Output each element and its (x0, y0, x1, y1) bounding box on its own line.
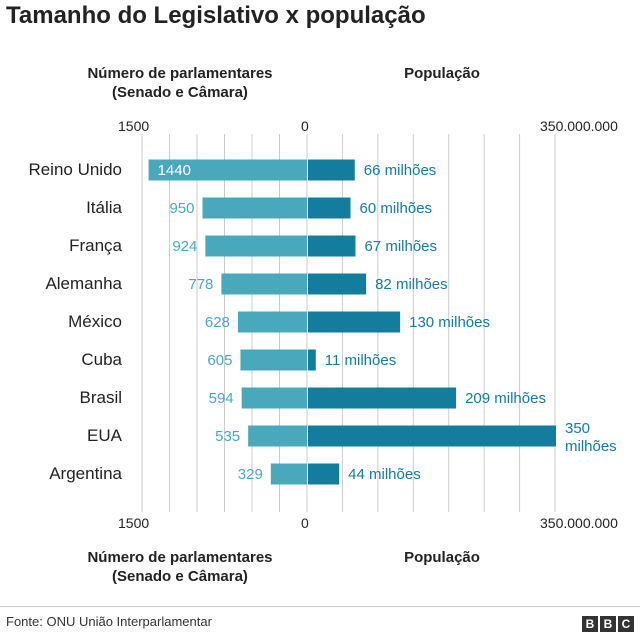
population-bar (308, 197, 351, 219)
left-axis-footer-header: Número de parlamentares (Senado e Câmara… (60, 548, 300, 586)
right-axis-header-text: População (404, 65, 480, 82)
left-axis-max-label-top: 1500 (118, 118, 150, 134)
parliament-value-label: 594 (209, 390, 234, 407)
category-label: México (68, 312, 122, 331)
population-value-label: 82 milhões (375, 276, 448, 293)
population-bar (308, 273, 367, 295)
category-label: EUA (87, 426, 123, 445)
right-axis-header: População (372, 64, 512, 83)
parliament-bar (148, 159, 307, 181)
population-bar (308, 159, 355, 181)
population-bar (308, 235, 356, 257)
population-value-label: 67 milhões (364, 238, 437, 255)
parliament-value-label: 535 (215, 428, 240, 445)
bbc-logo-letter-1: B (582, 616, 598, 632)
category-label: Alemanha (45, 274, 122, 293)
left-axis-header: Número de parlamentares (Senado e Câmara… (60, 64, 300, 102)
right-axis-footer-text: População (404, 549, 480, 566)
parliament-bar (205, 235, 307, 257)
parliament-value-label: 924 (172, 238, 197, 255)
parliament-bar (237, 311, 307, 333)
category-label: Brasil (79, 388, 122, 407)
right-axis-max-label-bottom: 350.000.000 (540, 515, 618, 531)
population-value-label: 44 milhões (348, 466, 421, 483)
population-bar (308, 463, 340, 485)
population-value-label: 130 milhões (409, 314, 490, 331)
parliament-value-label: 950 (169, 200, 194, 217)
left-axis-footer-line1: Número de parlamentares (87, 549, 273, 566)
parliament-bar (270, 463, 307, 485)
population-bar (308, 387, 457, 409)
bbc-logo-letter-3: C (618, 616, 634, 632)
parliament-value-label: 778 (188, 276, 213, 293)
left-axis-footer-line2: (Senado e Câmara) (112, 568, 248, 585)
category-label: Reino Unido (28, 160, 122, 179)
parliament-bar (248, 425, 307, 447)
parliament-value-label: 329 (238, 466, 263, 483)
parliament-value-label: 1440 (158, 162, 191, 179)
parliament-value-label: 605 (207, 352, 232, 369)
category-label: Argentina (49, 464, 122, 483)
left-axis-header-line1: Número de parlamentares (87, 65, 273, 82)
axis-zero-label-bottom: 0 (301, 515, 309, 531)
parliament-bar (202, 197, 307, 219)
population-value-label: 60 milhões (360, 200, 433, 217)
source-note: Fonte: ONU União Interparlamentar (6, 614, 212, 629)
bbc-logo-letter-2: B (600, 616, 616, 632)
parliament-bar (221, 273, 307, 295)
left-axis-header-line2: (Senado e Câmara) (112, 84, 248, 101)
left-axis-max-label-bottom: 1500 (118, 515, 150, 531)
population-value-label: 66 milhões (364, 162, 437, 179)
category-label: Cuba (81, 350, 122, 369)
right-axis-footer-header: População (372, 548, 512, 567)
footer-divider (0, 606, 640, 607)
parliament-bar (241, 387, 307, 409)
parliament-value-label: 628 (205, 314, 230, 331)
category-label: Itália (86, 198, 122, 217)
population-value-label: 11 milhões (325, 352, 396, 369)
right-axis-max-label-top: 350.000.000 (540, 118, 618, 134)
population-value-label: milhões (565, 438, 617, 455)
bbc-logo: B B C (582, 616, 634, 632)
population-value-label: 350 (565, 420, 590, 437)
population-bar (308, 311, 401, 333)
chart-title: Tamanho do Legislativo x população (6, 2, 426, 29)
population-bar (308, 425, 556, 447)
parliament-bar (240, 349, 307, 371)
population-bar (308, 349, 316, 371)
category-label: França (69, 236, 122, 255)
axis-zero-label-top: 0 (301, 118, 309, 134)
population-value-label: 209 milhões (465, 390, 546, 407)
